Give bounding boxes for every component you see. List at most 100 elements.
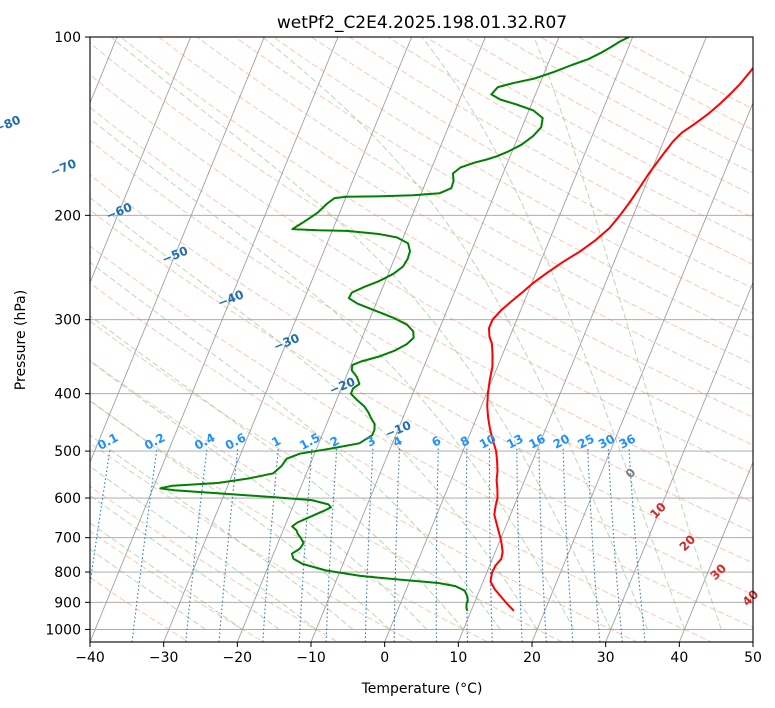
mixing-ratio-line [393,448,401,642]
moist-adiabat-line [90,399,391,630]
y-tick-label: 400 [54,387,81,403]
x-tick-label: 30 [597,650,615,666]
dry-adiabat-line [90,320,639,642]
moist-adiabat-line [90,548,206,630]
dry-adiabat-line [425,37,753,219]
dry-adiabat-line [311,37,753,290]
dry-adiabat-label: −80 [0,113,23,136]
isotherm-line [605,281,753,642]
dry-adiabat-line [90,485,340,642]
dry-adiabat-line [90,530,265,642]
moist-adiabat-label: 10 [647,500,669,522]
mixing-ratio-label: 1 [269,433,283,449]
dry-adiabat-line [90,442,414,642]
dry-adiabat-line [90,140,753,533]
dry-adiabat-line [158,37,753,391]
background-lines [90,37,753,642]
mixing-ratio-line [465,448,469,642]
dry-adiabat-line [234,37,753,339]
mixing-ratio-label: 10 [477,431,498,451]
x-tick-label: −20 [223,650,253,666]
moist-adiabat-line [533,37,722,630]
mixing-ratio-label: 16 [526,431,547,451]
dewpoint-line [159,37,630,612]
isotherm-line [384,37,634,642]
dry-adiabat-line [90,42,753,446]
x-tick-label: 0 [380,650,389,666]
x-tick-label: −10 [296,650,326,666]
x-tick-label: 20 [523,650,541,666]
mixing-ratio-label: 0.2 [142,430,167,452]
mixing-ratio-label: 30 [596,431,617,451]
mixing-ratio-line [90,448,111,588]
moist-adiabat-line [90,522,243,630]
y-tick-label: 900 [54,595,81,611]
dry-adiabat-line [90,174,753,564]
isotherm-line [163,37,413,642]
dry-adiabat-label: −70 [48,156,78,179]
y-tick-label: 300 [54,313,81,329]
moist-adiabat-line [110,37,612,630]
axes: −40 −30 −20 −10 0 10 20 30 40 5010020030040050060… [45,30,762,666]
mixing-ratio-line [607,448,623,642]
dry-adiabat-label: −50 [160,244,190,267]
mixing-ratio-line [488,448,493,642]
isotherm-line [90,37,339,642]
mixing-ratio-label: 0.1 [95,430,120,452]
y-tick-label: 500 [54,444,81,460]
plot-frame [89,36,754,643]
isotherm-line [236,37,486,642]
moist-adiabat-line [262,37,649,630]
moist-adiabat-line [90,261,501,630]
temperature-line [486,66,753,612]
mixing-ratio-line [562,448,574,642]
moist-adiabat-label: 0 [623,465,639,481]
moist-adiabat-line [90,197,538,630]
isotherm-line [531,101,753,642]
moist-adiabat-line [90,465,317,630]
x-axis-label: Temperature (°C) [361,681,483,697]
dry-adiabat-line [90,400,489,642]
y-tick-label: 100 [54,30,81,46]
y-tick-label: 800 [54,565,81,581]
mixing-ratio-label: 0.6 [223,430,248,452]
mixing-ratio-line [185,448,208,642]
dry-adiabat-label: −60 [104,200,134,223]
y-tick-label: 200 [54,208,81,224]
dry-adiabat-label: −40 [216,287,246,310]
dry-adiabat-line [90,106,753,504]
dry-adiabat-line [272,37,753,314]
dry-adiabat-line [120,37,753,418]
dry-adiabat-label: −30 [271,331,301,354]
mixing-ratio-label: 1.5 [297,430,322,452]
isotherm-line [90,37,265,464]
mixing-ratio-line [538,448,547,642]
x-tick-label: 40 [670,650,688,666]
isotherm-line [678,461,753,642]
dry-adiabat-line [578,37,753,131]
mixing-ratio-label: 0.4 [192,430,217,452]
mixing-ratio-label: 36 [617,431,638,451]
moist-adiabat-line [421,37,685,630]
moist-adiabat-label: 40 [740,587,762,609]
mixing-ratio-line [325,448,338,642]
mixing-ratio-label: 13 [504,431,525,451]
mixing-ratio-label: 25 [575,431,596,451]
mixing-ratio-label: 8 [458,433,472,449]
series-layer [159,37,753,612]
isotherm-line [752,640,753,642]
mixing-ratio-line [262,448,279,642]
y-tick-label: 1000 [45,622,81,638]
chart-title: wetPf2_C2E4.2025.198.01.32.R07 [277,13,567,33]
moist-adiabat-label: 20 [677,532,699,554]
mixing-ratio-line [298,448,313,642]
dry-adiabat-line [90,209,753,596]
mixing-ratio-line [131,448,158,642]
moist-adiabat-line [90,117,575,630]
mixing-ratio-line [587,448,601,642]
dry-adiabat-line [616,37,753,110]
mixing-ratio-label: 6 [429,433,443,449]
dry-adiabat-line [90,245,753,628]
mixing-ratio-label: 3 [364,433,378,449]
x-tick-label: −30 [149,650,179,666]
